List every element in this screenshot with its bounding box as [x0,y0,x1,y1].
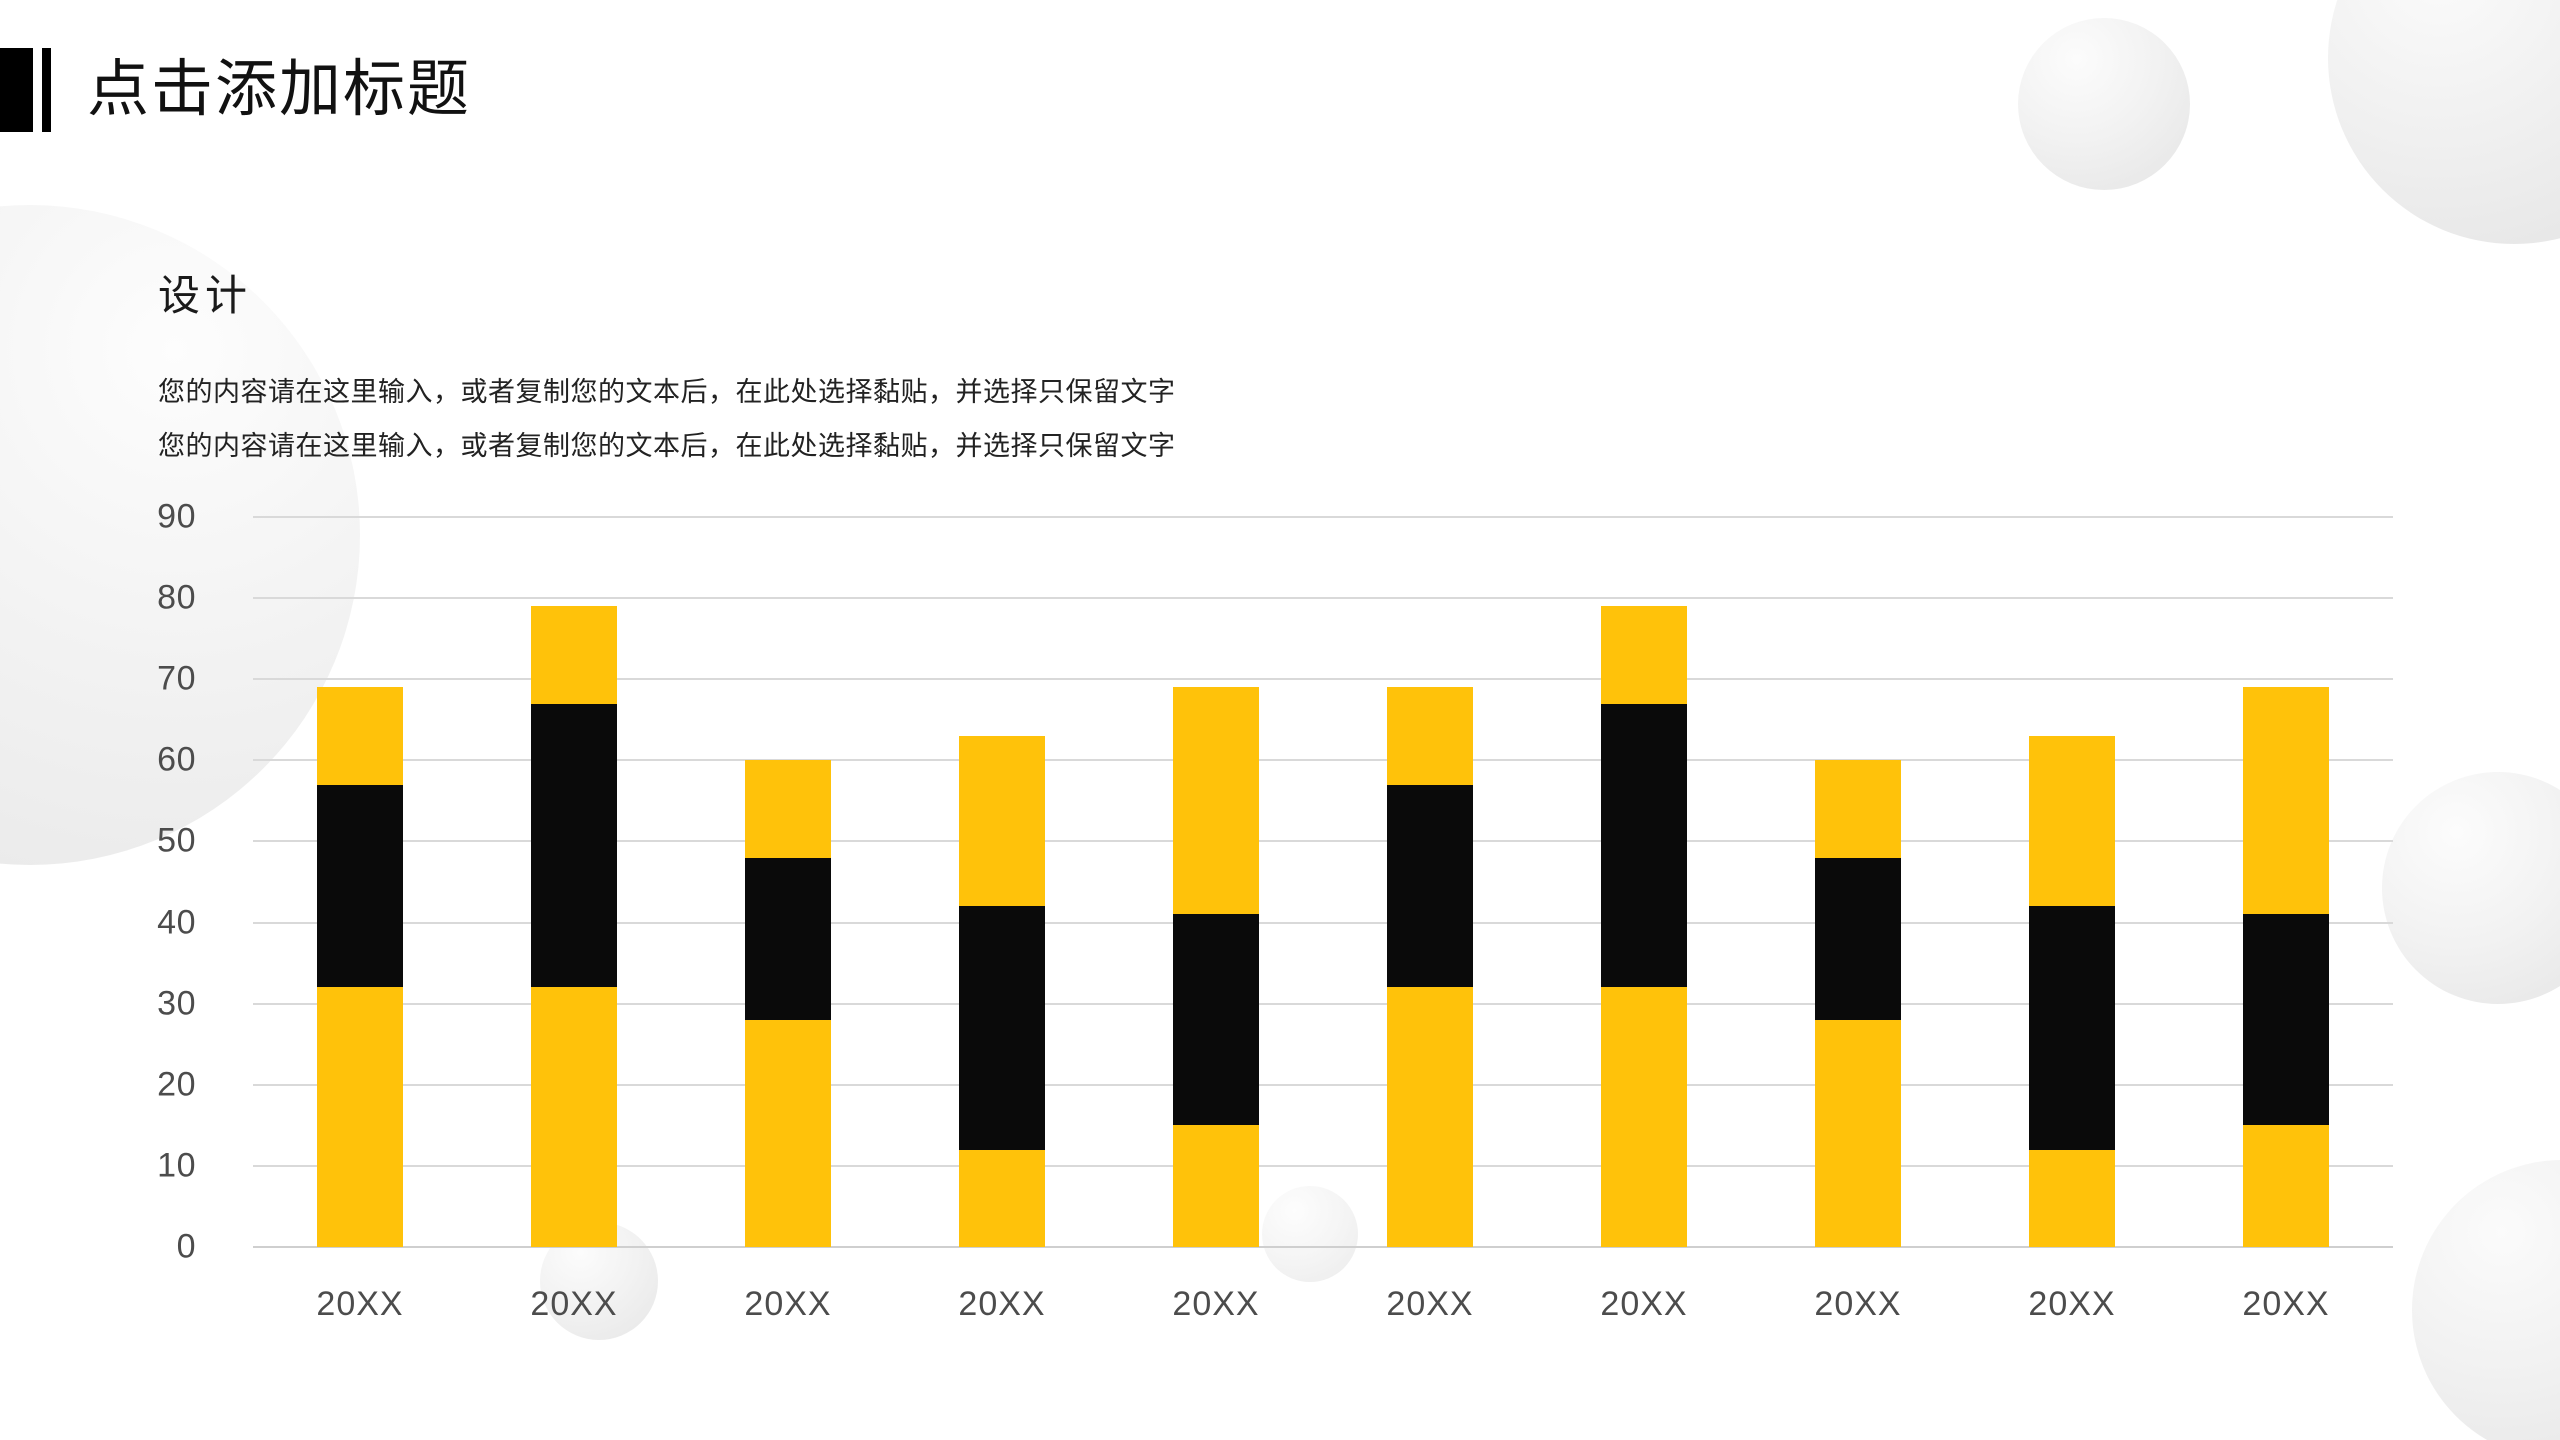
y-axis-tick-label: 50 [157,821,196,860]
bar-segment-bottom [1601,987,1687,1247]
y-axis-tick-label: 10 [157,1146,196,1185]
bar-segment-middle [531,703,617,988]
chart-gridline [253,1002,2393,1005]
bar-segment-middle [745,857,831,1020]
chart-gridline [253,1246,2393,1248]
x-axis-tick-label: 20XX [2242,1285,2330,1323]
x-axis-tick-label: 20XX [1386,1285,1474,1323]
x-axis-tick-label: 20XX [958,1285,1046,1323]
bar-segment-bottom [2243,1125,2329,1247]
chart-gridline [253,921,2393,924]
chart-bar[interactable] [317,687,403,1247]
bar-segment-top [2243,687,2329,915]
chart-gridline [253,597,2393,600]
chart-gridline [253,840,2393,843]
x-axis-tick-label: 20XX [530,1285,618,1323]
bar-segment-top [1173,687,1259,915]
chart-plot-area [253,516,2393,1248]
bar-segment-bottom [531,987,617,1247]
chart-bar[interactable] [2029,736,2115,1247]
chart-bar[interactable] [1601,606,1687,1247]
chart-bar[interactable] [1815,760,1901,1247]
body-text-block: 您的内容请在这里输入，或者复制您的文本后，在此处选择黏贴，并选择只保留文字 您的… [158,365,1176,473]
chart-bar[interactable] [959,736,1045,1247]
bar-segment-top [1387,687,1473,785]
body-paragraph-2: 您的内容请在这里输入，或者复制您的文本后，在此处选择黏贴，并选择只保留文字 [158,431,1176,461]
y-axis-tick-label: 60 [157,740,196,779]
bar-segment-bottom [2029,1149,2115,1247]
title-accent-bar-thick [0,48,33,132]
bar-segment-bottom [959,1149,1045,1247]
y-axis-tick-label: 90 [157,497,196,536]
section-subheading: 设计 [158,272,253,319]
chart-bar[interactable] [531,606,617,1247]
x-axis-tick-label: 20XX [1814,1285,1902,1323]
y-axis-tick-label: 40 [157,903,196,942]
bar-segment-top [317,687,403,785]
bar-segment-top [1601,606,1687,704]
chart-bar[interactable] [1173,687,1259,1247]
bar-segment-middle [1173,914,1259,1126]
y-axis-tick-label: 70 [157,659,196,698]
bar-segment-bottom [1387,987,1473,1247]
chart-gridline [253,1164,2393,1167]
y-axis-tick-label: 30 [157,984,196,1023]
y-axis-tick-label: 80 [157,578,196,617]
bar-segment-middle [2243,914,2329,1126]
title-accent-bar-thin [42,48,51,132]
bar-segment-top [1815,760,1901,858]
bar-segment-top [2029,736,2115,907]
bar-segment-middle [959,906,1045,1150]
bar-segment-top [959,736,1045,907]
chart-gridline [253,516,2393,518]
y-axis-tick-label: 0 [176,1227,196,1266]
x-axis-tick-label: 20XX [316,1285,404,1323]
chart-bar[interactable] [2243,687,2329,1247]
body-paragraph-1: 您的内容请在这里输入，或者复制您的文本后，在此处选择黏贴，并选择只保留文字 [158,377,1176,407]
y-axis-tick-label: 20 [157,1065,196,1104]
decor-circle-bottom-right [2412,1160,2560,1440]
x-axis-tick-label: 20XX [744,1285,832,1323]
chart-gridline [253,678,2393,681]
decor-circle-top-mid [2018,18,2190,190]
page-title: 点击添加标题 [87,55,472,124]
bar-segment-middle [317,784,403,988]
x-axis-tick-label: 20XX [2028,1285,2116,1323]
bar-segment-bottom [1173,1125,1259,1247]
bar-segment-middle [1601,703,1687,988]
bar-segment-top [531,606,617,704]
bar-segment-middle [1815,857,1901,1020]
bar-segment-middle [2029,906,2115,1150]
chart-gridline [253,759,2393,762]
chart-bars-layer: 20XX 20XX 20XX 20XX 20XX 20XX 20XX 20XX 20XX 20XX [253,517,2393,1323]
bar-segment-bottom [317,987,403,1247]
bar-segment-bottom [1815,1019,1901,1247]
bar-segment-bottom [745,1019,831,1247]
chart-bar[interactable] [1387,687,1473,1247]
bar-segment-middle [1387,784,1473,988]
slide-header: 点击添加标题 [0,48,471,132]
bar-segment-top [745,760,831,858]
chart-gridline [253,1083,2393,1086]
chart-bar[interactable] [745,760,831,1247]
decor-circle-top-right [2328,0,2560,244]
x-axis-tick-label: 20XX [1172,1285,1260,1323]
x-axis-tick-label: 20XX [1600,1285,1688,1323]
decor-circle-right-mid [2382,772,2560,1004]
stacked-bar-chart: 20XX 20XX 20XX 20XX 20XX 20XX 20XX 20XX 20XX 20XX… [157,495,2398,1323]
